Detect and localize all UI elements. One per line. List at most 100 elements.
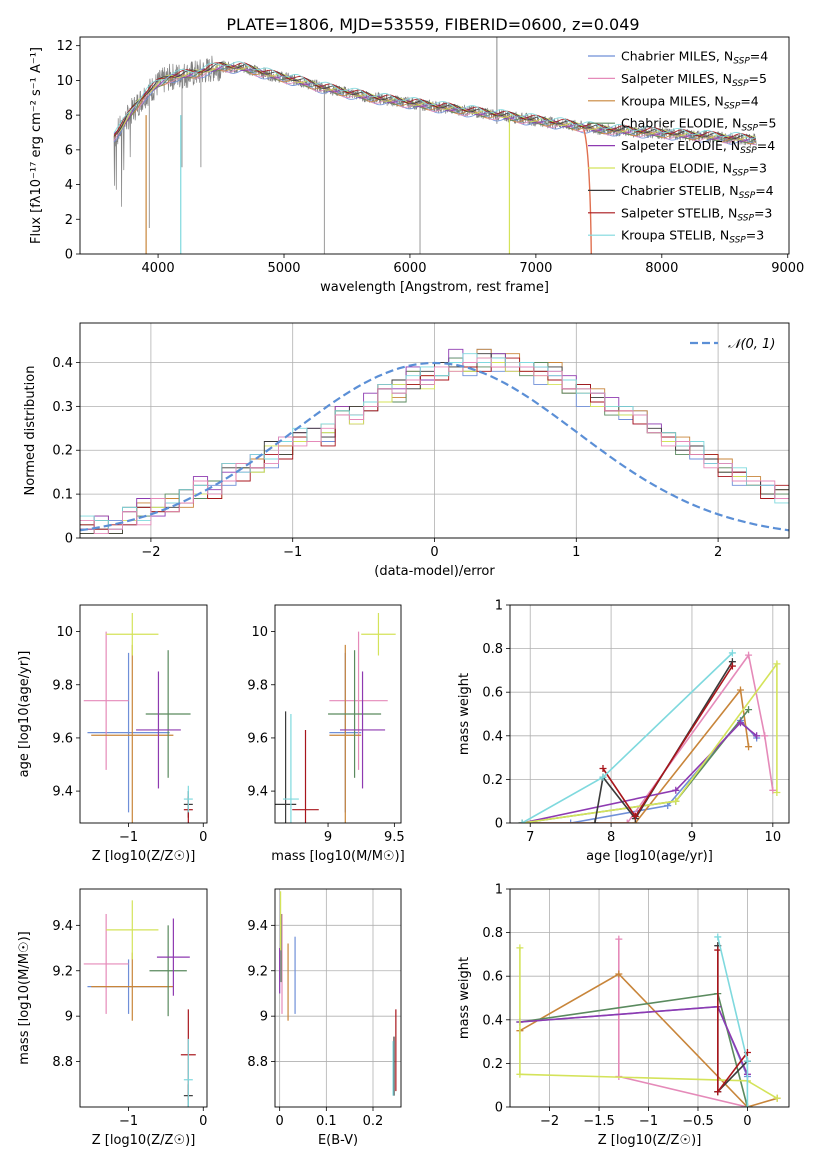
weight_vs_Z-plot (516, 933, 781, 1107)
model-dip (583, 128, 592, 254)
x-tick-label: −1 (119, 1114, 138, 1129)
normal-curve (80, 361, 789, 532)
x-tick-label: −1 (639, 1114, 658, 1129)
x-tick-label: −1 (119, 830, 138, 845)
y-tick-label: 10 (56, 625, 73, 640)
mass_vs_Z-frame (79, 888, 208, 1108)
y-axis-label: Flux [fλ10⁻¹⁷ erg cm⁻² s⁻¹ A⁻¹] (29, 47, 44, 244)
x-tick-label: 8 (607, 830, 615, 845)
x-tick-label: 4000 (142, 261, 175, 276)
model-spectrum-line (113, 62, 756, 140)
legend-label: Salpeter STELIB, NSSP=3 (621, 205, 772, 223)
weight-marker (591, 819, 599, 823)
weight-marker (761, 732, 769, 740)
legend-label: Kroupa STELIB, NSSP=3 (621, 228, 764, 246)
x-tick-label: 10 (765, 830, 782, 845)
weight-marker (599, 765, 607, 772)
weight-marker (743, 1103, 751, 1107)
x-axis-label: E(B-V) (318, 1133, 358, 1148)
residuals-axes: −2 −1 0 1 2 0 0.1 0.2 0.3 0.4 (data-model)/error No… (23, 323, 789, 579)
legend-label: Kroupa ELODIE, NSSP=3 (621, 161, 767, 179)
legend-label: 𝒩(0, 1) (728, 337, 775, 352)
y-tick-label: 9.2 (247, 964, 268, 979)
x-tick-label: 6000 (393, 261, 426, 276)
legend-label: Chabrier MILES, NSSP=4 (621, 49, 768, 67)
weight-marker (615, 970, 623, 978)
x-tick-label: 7 (526, 830, 534, 845)
mass_vs_ebv-frame (274, 888, 402, 1108)
y-tick-label: 0.3 (52, 400, 73, 415)
y-tick-label: 6 (65, 143, 73, 158)
y-tick-label: 0.2 (482, 1057, 503, 1072)
weight-line (519, 972, 778, 1107)
x-tick-label: 0 (199, 830, 207, 845)
y-tick-label: 0.4 (52, 356, 73, 371)
y-tick-label: 1 (495, 883, 503, 898)
y-axis-label: age [log10(age/yr)] (17, 651, 32, 778)
y-tick-label: 0 (65, 248, 73, 263)
x-tick-label: 0 (430, 545, 438, 560)
y-tick-label: 0 (495, 1101, 503, 1116)
weight-marker (516, 1070, 524, 1078)
x-axis-label: Z [log10(Z/Z☉)] (92, 849, 196, 864)
y-axis-label: mass [log10(M/M☉)] (17, 931, 32, 1064)
weight-marker (714, 1088, 722, 1096)
model-spectrum-line (113, 61, 756, 139)
weight-marker (769, 786, 777, 794)
y-axis-label: mass weight (457, 957, 472, 1039)
weight-line (519, 947, 778, 1099)
y-tick-label: 0.1 (52, 488, 73, 503)
y-tick-label: 4 (65, 178, 73, 193)
y-axis-label: mass weight (457, 673, 472, 755)
y-tick-label: 1 (495, 599, 503, 614)
weight-marker (745, 651, 753, 659)
y-tick-label: 10 (56, 74, 73, 89)
weight-marker (728, 649, 736, 657)
x-axis-label: Z [log10(Z/Z☉)] (598, 1133, 702, 1148)
weight-marker (631, 812, 639, 820)
y-tick-label: 8 (65, 109, 73, 124)
age_vs_Z-plot (83, 612, 193, 823)
age_vs_mass-plot (275, 612, 396, 823)
mass_vs_ebv-plot (279, 891, 397, 1096)
weight-marker (623, 819, 631, 823)
x-tick-label: 2 (714, 545, 722, 560)
y-tick-label: 12 (56, 39, 73, 54)
age_vs_mass-frame (274, 604, 402, 824)
weight-marker (773, 1094, 781, 1102)
x-tick-label: 9 (688, 830, 696, 845)
weight-marker (753, 732, 761, 740)
x-tick-label: 0.1 (316, 1114, 337, 1129)
y-tick-label: 0.2 (52, 444, 73, 459)
y-tick-label: 8.8 (247, 1055, 268, 1070)
x-tick-label: 0 (276, 1114, 284, 1129)
weight-marker (567, 819, 575, 823)
weight-marker (736, 719, 744, 727)
y-tick-label: 9.4 (52, 919, 73, 934)
y-tick-label: 9.8 (52, 678, 73, 693)
x-tick-label: 1 (572, 545, 580, 560)
weight-marker (745, 743, 753, 751)
histogram-step-line (80, 357, 789, 535)
mass_vs_ebv-axes: 0 0.1 0.2 8.8 9 9.2 9.4 E(B-V) (247, 889, 401, 1148)
x-tick-label: 0.2 (363, 1114, 384, 1129)
y-tick-label: 9.4 (247, 919, 268, 934)
x-tick-label: 5000 (267, 261, 300, 276)
weight-marker (773, 660, 781, 668)
weight-marker (773, 788, 781, 796)
weight-marker (672, 786, 680, 794)
y-tick-label: 8.8 (52, 1055, 73, 1070)
weight-marker (672, 797, 680, 805)
weight-marker (615, 935, 623, 943)
y-tick-label: 0.6 (482, 686, 503, 701)
legend-label: Chabrier STELIB, NSSP=4 (621, 183, 774, 201)
x-tick-label: 8000 (645, 261, 678, 276)
weight_vs_age-frame (509, 604, 790, 824)
spectrum-axes: 4000 5000 6000 7000 8000 9000 0 2 4 6 8 10 12 wavelen… (29, 39, 804, 295)
mass_vs_Z-axes: −1 0 8.8 9 9.2 9.4 Z [log10(Z/Z☉)] mass [log10(… (17, 919, 207, 1148)
y-tick-label: 2 (65, 213, 73, 228)
legend-label: Kroupa MILES, NSSP=4 (621, 93, 759, 111)
age_vs_mass-axes: 9 9.5 9.4 9.6 9.8 10 mass [log10(M/M☉)] (247, 625, 404, 864)
legend-label: Salpeter ELODIE, NSSP=4 (621, 138, 775, 156)
y-tick-label: 0.8 (482, 642, 503, 657)
